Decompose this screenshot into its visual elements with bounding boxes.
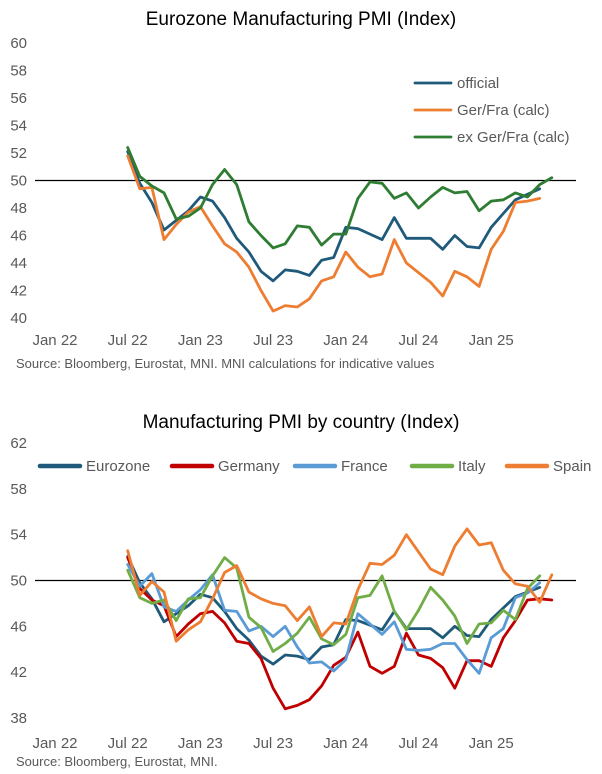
c1-legend-label-ex-ger-fra-calc-: ex Ger/Fra (calc): [457, 129, 570, 146]
chart1-source: Source: Bloomberg, Eurostat, MNI. MNI ca…: [16, 356, 435, 371]
c1-legend-label-official: official: [457, 75, 499, 92]
c2-legend-label-italy: Italy: [458, 458, 486, 475]
c2-ytick-label: 62: [10, 435, 27, 452]
c1-series-line-ex-ger-fra-calc-: [126, 146, 554, 250]
c2-legend-label-france: France: [341, 458, 388, 475]
c2-series-line-france: [126, 563, 542, 675]
c2-xtick-label: Jan 23: [178, 735, 223, 752]
c1-ytick-label: 50: [10, 173, 27, 190]
c1-ytick-label: 48: [10, 200, 27, 217]
c2-series-line-germany: [126, 556, 554, 711]
c2-series-line-eurozone: [126, 555, 542, 666]
c1-ytick-label: 46: [10, 228, 27, 245]
c2-xtick-label: Jul 22: [108, 735, 148, 752]
c2-ytick-label: 38: [10, 710, 27, 727]
c1-ytick-label: 56: [10, 90, 27, 107]
c1-xtick-label: Jan 25: [469, 332, 514, 349]
c2-xtick-label: Jan 25: [469, 735, 514, 752]
c2-legend-label-eurozone: Eurozone: [86, 458, 150, 475]
c1-xtick-label: Jul 22: [108, 332, 148, 349]
c2-ytick-label: 50: [10, 573, 27, 590]
c1-xtick-label: Jan 22: [32, 332, 77, 349]
c1-series-line-ger-fra-calc-: [126, 154, 542, 313]
c1-xtick-label: Jul 24: [398, 332, 438, 349]
c2-xtick-label: Jul 24: [398, 735, 438, 752]
c2-xtick-label: Jan 24: [323, 735, 368, 752]
c2-ytick-label: 58: [10, 481, 27, 498]
chart2-title: Manufacturing PMI by country (Index): [142, 412, 460, 433]
c1-xtick-label: Jan 24: [323, 332, 368, 349]
c2-ytick-label: 54: [10, 527, 27, 544]
c2-ytick-label: 42: [10, 664, 27, 681]
c1-ytick-label: 60: [10, 35, 27, 52]
c2-series-line-italy: [126, 556, 542, 653]
c2-legend-label-spain: Spain: [553, 458, 591, 475]
c1-ytick-label: 52: [10, 145, 27, 162]
c2-ytick-label: 46: [10, 618, 27, 635]
c2-legend-label-germany: Germany: [218, 458, 280, 475]
c1-ytick-label: 44: [10, 255, 27, 272]
c1-ytick-label: 42: [10, 283, 27, 300]
c1-xtick-label: Jul 23: [253, 332, 293, 349]
c1-ytick-label: 54: [10, 118, 27, 135]
c2-xtick-label: Jan 22: [32, 735, 77, 752]
c1-series-line-official: [126, 150, 542, 283]
chart1-title: Eurozone Manufacturing PMI (Index): [145, 9, 457, 30]
chart2-source: Source: Bloomberg, Eurostat, MNI.: [16, 754, 218, 769]
c1-legend-label-ger-fra-calc-: Ger/Fra (calc): [457, 102, 550, 119]
c2-xtick-label: Jul 23: [253, 735, 293, 752]
c1-xtick-label: Jan 23: [178, 332, 223, 349]
c1-ytick-label: 40: [10, 310, 27, 327]
c1-ytick-label: 58: [10, 63, 27, 80]
c2-series-line-spain: [126, 527, 554, 643]
